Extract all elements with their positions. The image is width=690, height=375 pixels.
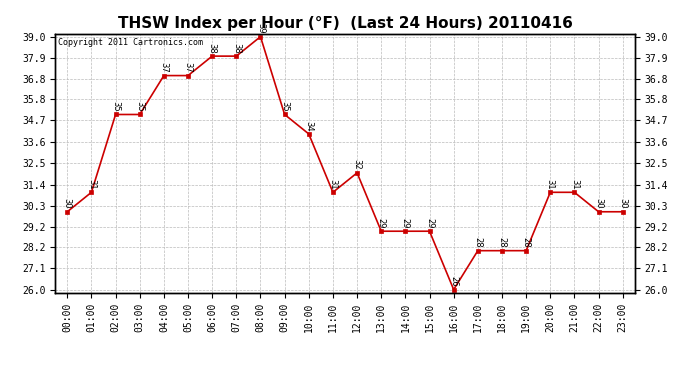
Text: 30: 30 bbox=[594, 198, 603, 209]
Text: 28: 28 bbox=[522, 237, 531, 248]
Text: 31: 31 bbox=[570, 179, 579, 189]
Text: 38: 38 bbox=[232, 43, 241, 53]
Text: 30: 30 bbox=[63, 198, 72, 209]
Text: 39: 39 bbox=[256, 23, 265, 34]
Text: 31: 31 bbox=[87, 179, 96, 189]
Text: 37: 37 bbox=[184, 62, 193, 73]
Text: 31: 31 bbox=[546, 179, 555, 189]
Text: 38: 38 bbox=[208, 43, 217, 53]
Text: 29: 29 bbox=[377, 218, 386, 228]
Text: 34: 34 bbox=[304, 120, 313, 131]
Text: 28: 28 bbox=[473, 237, 482, 248]
Text: 37: 37 bbox=[159, 62, 168, 73]
Text: 29: 29 bbox=[401, 218, 410, 228]
Text: 30: 30 bbox=[618, 198, 627, 209]
Text: 35: 35 bbox=[111, 101, 120, 112]
Text: 35: 35 bbox=[280, 101, 289, 112]
Text: Copyright 2011 Cartronics.com: Copyright 2011 Cartronics.com bbox=[58, 38, 203, 46]
Text: 35: 35 bbox=[135, 101, 144, 112]
Title: THSW Index per Hour (°F)  (Last 24 Hours) 20110416: THSW Index per Hour (°F) (Last 24 Hours)… bbox=[117, 16, 573, 31]
Text: 28: 28 bbox=[497, 237, 506, 248]
Text: 32: 32 bbox=[353, 159, 362, 170]
Text: 29: 29 bbox=[425, 218, 434, 228]
Text: 31: 31 bbox=[328, 179, 337, 189]
Text: 26: 26 bbox=[449, 276, 458, 287]
